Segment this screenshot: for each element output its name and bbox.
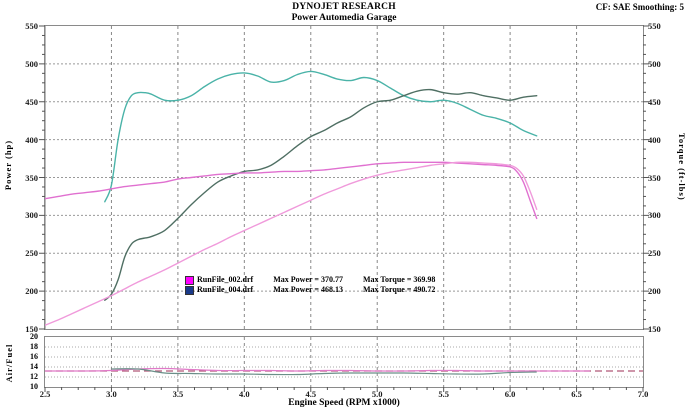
power-torque-plot [44,25,644,330]
air-fuel-tick-label: 14 [30,362,38,371]
y-tick-label: 250 [25,248,38,259]
y-tick-label: 450 [25,96,38,107]
x-axis-title: Engine Speed (RPM x1000) [288,398,400,408]
legend-row[interactable]: RunFile_004.drf Max Power = 468.13 Max T… [185,285,435,295]
y-tick-label: 350 [648,172,661,183]
legend-max-power: Max Power = 468.13 [273,285,343,294]
x-tick-label: 5.5 [438,389,449,399]
y-tick-label: 500 [25,58,38,69]
y-tick-label: 200 [25,286,38,297]
legend-max-torque: Max Torque = 369.98 [362,275,436,284]
y-tick-label: 150 [25,324,38,334]
x-tick-label: 2.5 [39,389,51,399]
legend[interactable]: RunFile_002.drf Max Power = 370.77 Max T… [185,275,435,295]
x-tick-label: 7.0 [637,389,649,399]
x-tick-label: 4.5 [305,389,317,399]
legend-swatch [185,275,194,285]
legend-row[interactable]: RunFile_002.drf Max Power = 370.77 Max T… [185,275,435,285]
x-tick-label: 6.0 [504,389,516,399]
page-subtitle: Power Automedia Garage [291,13,397,23]
y-tick-label: 550 [25,21,38,31]
x-tick-label: 6.5 [571,389,582,399]
air-fuel-plot [44,336,644,388]
legend-file-name: RunFile_002.drf [197,275,254,284]
y-tick-label: 250 [648,248,661,259]
correction-factor-info: CF: SAE Smoothing: 5 [595,2,684,12]
air-fuel-tick-label: 18 [30,342,38,351]
y-tick-label: 150 [648,324,661,334]
air-fuel-svg [45,337,643,387]
y-tick-label: 200 [648,286,661,297]
x-tick-label: 3.0 [106,389,117,399]
legend-swatch [185,285,194,295]
y-tick-label: 400 [648,134,661,145]
power-torque-svg [45,26,643,329]
air-fuel-tick-label: 12 [30,372,38,381]
y-tick-label: 550 [648,21,661,31]
x-tick-label: 4.0 [239,389,250,399]
page-title: DYNOJET RESEARCH [292,2,396,12]
y-tick-label: 350 [25,172,38,183]
legend-max-power: Max Power = 370.77 [273,275,343,284]
y-tick-label: 300 [25,210,38,221]
air-fuel-tick-label: 10 [30,382,38,391]
air-fuel-tick-label: 20 [30,332,38,341]
x-tick-label: 5.0 [371,389,383,399]
air-fuel-axis-title: Air/Fuel [4,343,14,383]
air-fuel-tick-label: 16 [30,352,38,361]
y-tick-label: 500 [648,58,661,69]
x-tick-label: 3.5 [172,389,184,399]
legend-max-torque: Max Torque = 490.72 [362,285,436,294]
y-tick-label: 400 [25,134,38,145]
legend-file-name: RunFile_004.drf [197,285,254,294]
y-tick-label: 450 [648,96,661,107]
y-tick-label: 300 [648,210,661,221]
